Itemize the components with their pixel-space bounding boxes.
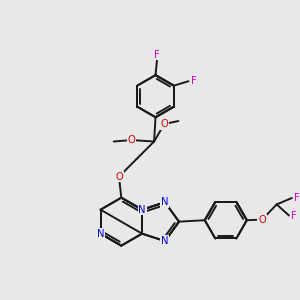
Text: N: N — [97, 229, 104, 239]
Text: N: N — [161, 236, 169, 246]
Text: O: O — [258, 214, 266, 225]
Text: N: N — [161, 236, 169, 246]
Text: F: F — [294, 193, 300, 203]
Text: O: O — [160, 119, 168, 129]
Text: O: O — [128, 135, 135, 145]
Text: F: F — [291, 211, 297, 220]
Text: O: O — [128, 135, 135, 145]
Text: F: F — [154, 50, 160, 60]
Text: O: O — [258, 214, 266, 225]
Text: F: F — [191, 76, 197, 86]
Text: N: N — [97, 229, 104, 239]
Text: O: O — [160, 119, 168, 129]
Text: N: N — [161, 197, 169, 207]
Text: F: F — [291, 211, 297, 220]
Text: F: F — [191, 76, 197, 86]
Text: N: N — [138, 205, 146, 215]
Text: N: N — [138, 205, 146, 215]
Text: F: F — [294, 193, 300, 203]
Text: O: O — [115, 172, 123, 182]
Text: O: O — [115, 172, 123, 182]
Text: F: F — [154, 50, 160, 60]
Text: N: N — [161, 197, 169, 207]
